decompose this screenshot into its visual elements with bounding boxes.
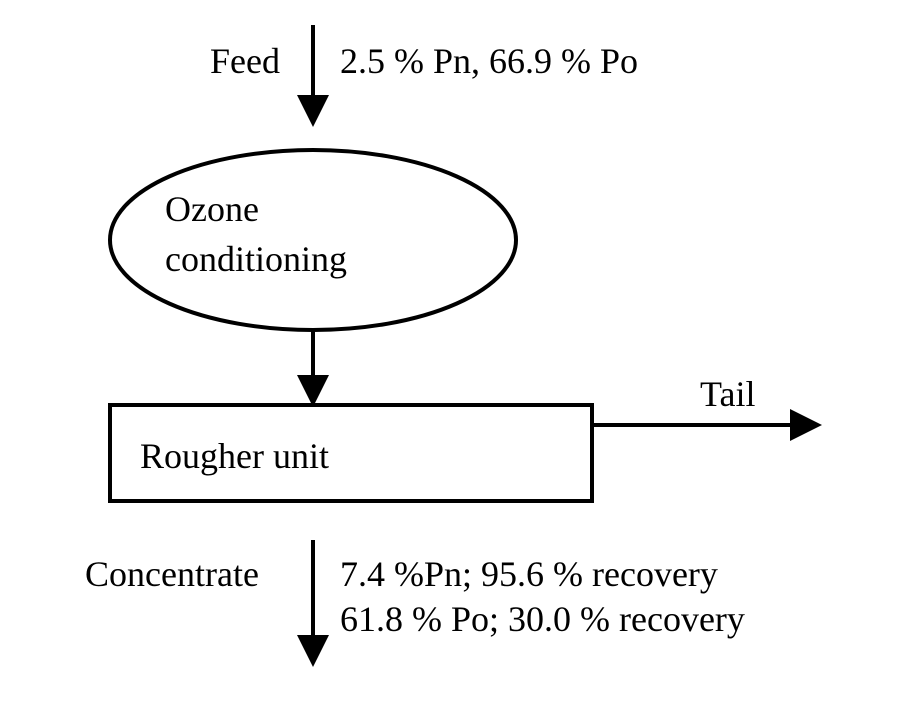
tail-label: Tail — [700, 373, 755, 415]
rougher-label: Rougher unit — [140, 435, 329, 477]
concentrate-line1: 7.4 %Pn; 95.6 % recovery — [340, 553, 718, 595]
feed-composition: 2.5 % Pn, 66.9 % Po — [340, 40, 638, 82]
ozone-label-line1: Ozone — [165, 188, 259, 230]
feed-label: Feed — [210, 40, 280, 82]
concentrate-line2: 61.8 % Po; 30.0 % recovery — [340, 598, 745, 640]
flow-diagram: { "diagram": { "type": "flowchart", "bac… — [0, 0, 924, 710]
ozone-label-line2: conditioning — [165, 238, 347, 280]
concentrate-label: Concentrate — [85, 553, 259, 595]
